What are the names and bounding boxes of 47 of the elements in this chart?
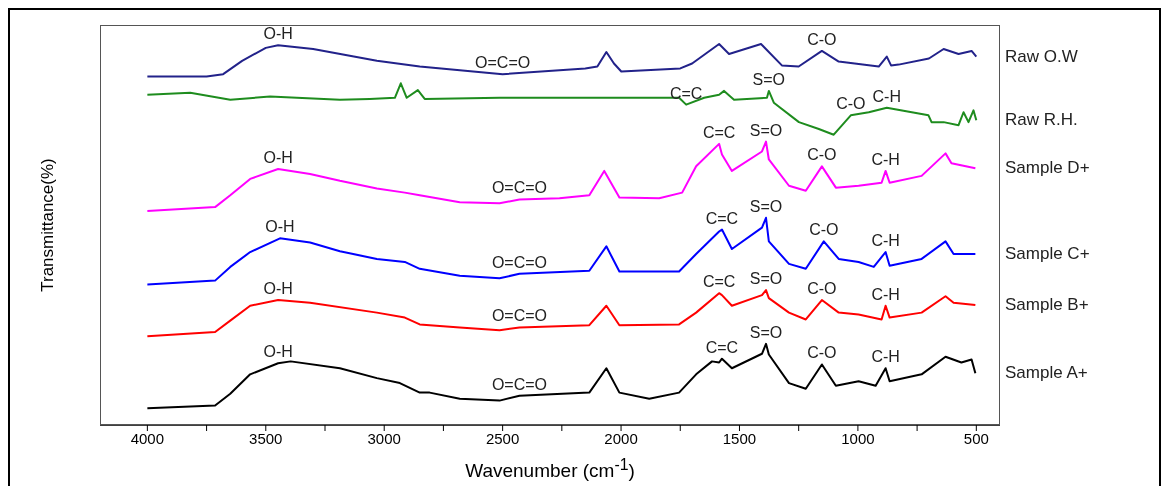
- annotation: S=O: [749, 270, 783, 288]
- annotation: O-H: [265, 218, 295, 236]
- annotation: C-H: [871, 150, 900, 168]
- annotation: C-O: [807, 30, 837, 48]
- x-tick-label: 1000: [841, 429, 875, 447]
- annotation: O=C=O: [475, 54, 531, 72]
- annotation: C=C: [705, 209, 739, 227]
- annotation: C-O: [809, 221, 839, 239]
- annotation: C-H: [872, 87, 902, 105]
- x-tick-label: 4000: [130, 429, 165, 447]
- annotation: C-H: [871, 348, 900, 366]
- series-label: Sample C+: [1005, 243, 1090, 264]
- annotation: O=C=O: [491, 307, 548, 325]
- annotation: O=C=O: [491, 253, 548, 271]
- annotation: S=O: [749, 197, 783, 215]
- x-axis-title: Wavenumber (cm$^{-1}$): [465, 456, 635, 483]
- annotation: C=C: [705, 338, 739, 356]
- annotation: C=C: [702, 273, 736, 291]
- annotation: C-H: [871, 285, 900, 303]
- series-label: Sample B+: [1005, 295, 1089, 315]
- series-label: Sample D+: [1005, 158, 1090, 179]
- x-tick-label: 500: [963, 429, 989, 447]
- series-label: Raw R.H.: [1005, 110, 1078, 131]
- annotation: O=C=O: [491, 375, 548, 393]
- series-label: Sample A+: [1005, 363, 1088, 384]
- annotation: C=C: [702, 123, 736, 141]
- x-tick-label: 1500: [722, 429, 757, 447]
- annotation: C-O: [836, 95, 866, 113]
- annotation: C-O: [807, 344, 837, 362]
- series-label: Raw O.W: [1005, 46, 1078, 67]
- x-tick-label: 3500: [249, 429, 283, 447]
- annotation: O-H: [263, 280, 293, 298]
- annotation: S=O: [752, 70, 786, 88]
- annotation: S=O: [749, 121, 783, 139]
- y-axis-title: Transmittance(%): [38, 158, 58, 292]
- annotation: C-O: [807, 146, 837, 164]
- annotation: O-H: [263, 149, 293, 166]
- x-tick-label: 3000: [367, 429, 401, 447]
- x-tick-label: 2000: [604, 429, 638, 447]
- annotation: S=O: [749, 323, 783, 341]
- annotation: C=C: [669, 84, 703, 102]
- annotation: O-H: [263, 25, 293, 43]
- annotation: C-H: [871, 232, 900, 250]
- annotation: O-H: [263, 343, 293, 361]
- annotation: O=C=O: [491, 179, 548, 197]
- annotation: C-O: [807, 280, 837, 298]
- x-tick-label: 2500: [485, 429, 520, 447]
